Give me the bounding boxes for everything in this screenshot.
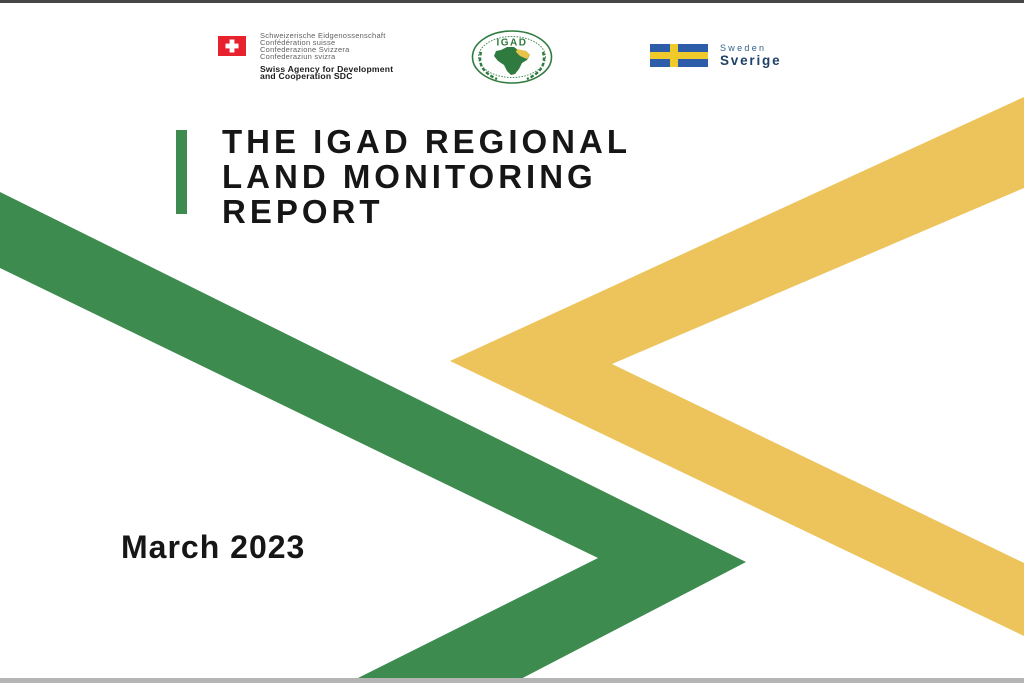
sweden-name-swedish: Sverige [720, 53, 782, 68]
sweden-flag-icon [650, 44, 708, 67]
swiss-agency-line: Swiss Agency for Development [260, 63, 394, 74]
green-chevron-shape [0, 192, 746, 683]
igad-laurel-left [478, 51, 498, 81]
sweden-logo-text: Sweden Sverige [720, 43, 782, 68]
report-title-line: THE IGAD REGIONAL [222, 123, 632, 160]
igad-laurel-right [526, 51, 546, 81]
partner-logos-header: Schweizerische Eidgenossenschaft Confédé… [0, 0, 1024, 110]
yellow-chevron-shape [450, 97, 1024, 636]
swiss-confederation-line: Confédération suisse [260, 37, 336, 47]
sweden-logo: Sweden Sverige [650, 44, 781, 67]
report-title-line: LAND MONITORING [222, 158, 597, 195]
report-date: March 2023 [121, 529, 306, 565]
title-accent-bar [176, 130, 187, 214]
report-title: THE IGAD REGIONAL LAND MONITORING REPORT [222, 124, 631, 229]
sweden-name-english: Sweden [720, 43, 767, 53]
bottom-border-line [0, 678, 1024, 683]
swiss-flag-icon [218, 36, 246, 56]
report-title-line: REPORT [222, 193, 384, 230]
swiss-confederation-line: Confederaziun svizra [260, 51, 336, 61]
igad-acronym-text: IGAD [497, 38, 528, 49]
igad-emblem-icon: IGAD [471, 30, 553, 84]
igad-circular-text-ring [478, 36, 546, 78]
swiss-agency-line: and Cooperation SDC [260, 71, 353, 82]
swiss-logo-text: Schweizerische Eidgenossenschaft Confédé… [260, 31, 394, 82]
swiss-sdc-logo: Schweizerische Eidgenossenschaft Confédé… [218, 31, 394, 82]
top-border-line [0, 0, 1024, 3]
swiss-confederation-line: Confederazione Svizzera [260, 44, 350, 54]
igad-horn-highlight [516, 49, 530, 59]
swiss-confederation-line: Schweizerische Eidgenossenschaft [260, 31, 386, 40]
